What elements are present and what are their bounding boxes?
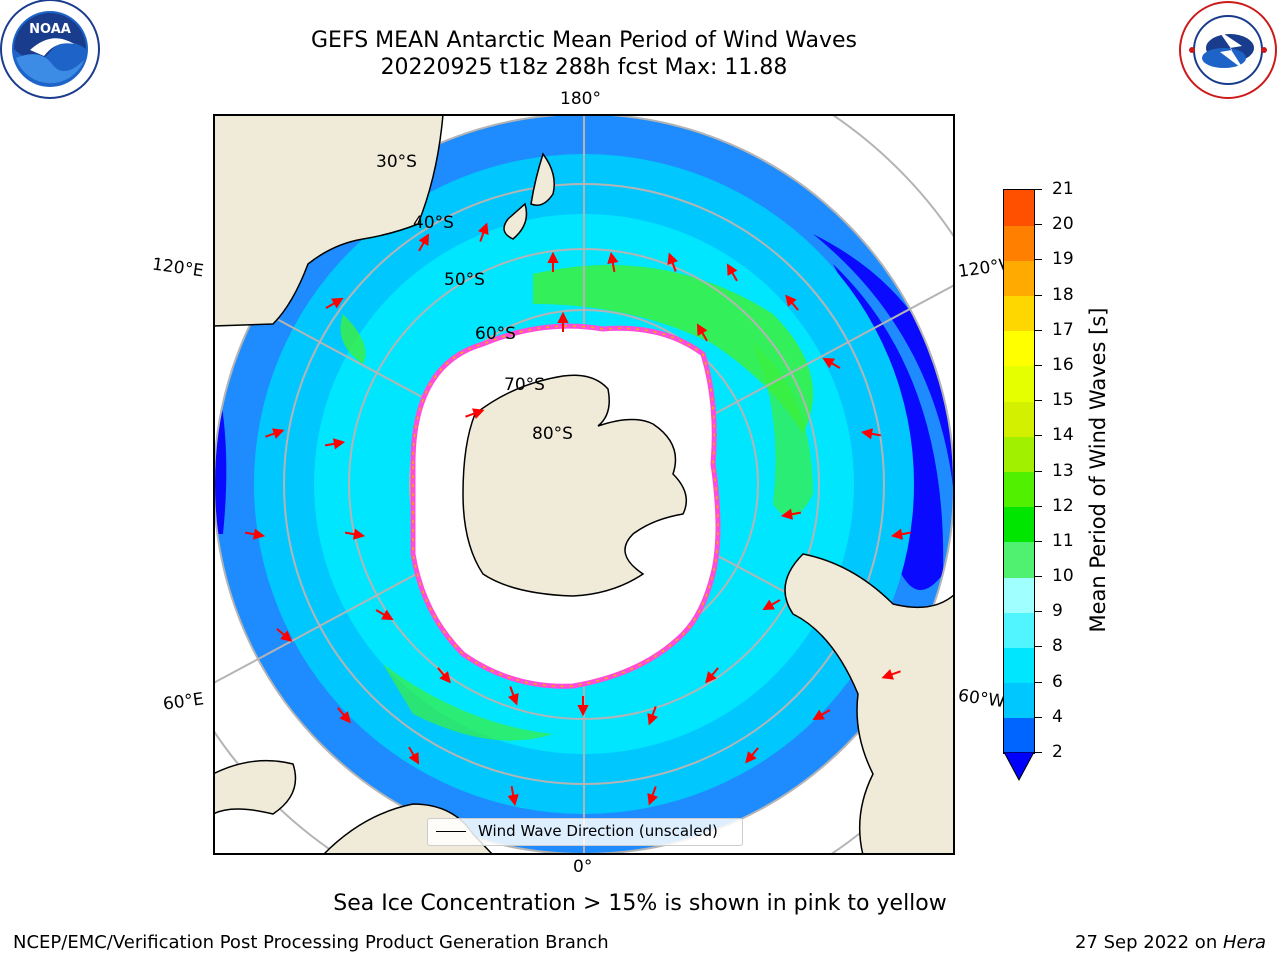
colorbar-tick-mark <box>1034 540 1042 542</box>
colorbar-tick-label: 12 <box>1052 495 1074 516</box>
colorbar-tick-label: 14 <box>1052 425 1074 446</box>
colorbar-tick-mark <box>1034 470 1042 472</box>
colorbar-tick-mark <box>1034 646 1042 648</box>
wind-direction-arrows <box>244 222 912 807</box>
antarctica-landmass <box>462 374 688 597</box>
lon-label-60e: 60°E <box>161 689 206 715</box>
south-america-landmass <box>784 553 955 855</box>
colorbar-tick-label: 21 <box>1052 179 1074 199</box>
colorbar-label: Mean Period of Wind Waves [s] <box>1086 307 1110 633</box>
colorbar-segment <box>1004 190 1034 226</box>
colorbar-segment <box>1004 541 1034 578</box>
colorbar-segment <box>1004 295 1034 332</box>
new-zealand-landmass <box>530 152 555 206</box>
colorbar-tick-label: 11 <box>1052 530 1074 551</box>
colorbar-extend-arrow <box>1003 752 1035 782</box>
lon-label-60w: 60°W <box>956 685 1007 713</box>
colorbar-tick-label: 20 <box>1052 214 1074 235</box>
colorbar-tick-mark <box>1034 329 1042 331</box>
noaa-logo-text: NOAA <box>29 22 71 37</box>
colorbar-segment <box>1004 577 1034 613</box>
polar-map <box>213 114 955 855</box>
colorbar-tick-mark <box>1034 505 1042 507</box>
map-frame <box>213 114 955 855</box>
lon-label-0: 0° <box>573 857 593 877</box>
legend-label: Wind Wave Direction (unscaled) <box>478 822 718 840</box>
colorbar-tick-mark <box>1034 400 1042 402</box>
colorbar-segment <box>1004 365 1034 402</box>
colorbar-tick-mark <box>1034 224 1042 226</box>
colorbar-segment <box>1004 717 1034 754</box>
legend-line-swatch <box>436 831 466 832</box>
colorbar-tick-label: 16 <box>1052 354 1074 375</box>
colorbar-tick-label: 2 <box>1052 742 1063 762</box>
footer-right: 27 Sep 2022 on Hera <box>1075 932 1266 953</box>
colorbar-tick-label: 6 <box>1052 671 1063 692</box>
colorbar-tick-label: 4 <box>1052 706 1063 727</box>
colorbar-tick-mark <box>1034 752 1042 753</box>
colorbar-tick-label: 17 <box>1052 319 1074 340</box>
lon-label-180: 180° <box>560 89 601 109</box>
colorbar-tick-mark <box>1034 259 1042 261</box>
colorbar-tick-label: 10 <box>1052 566 1074 587</box>
colorbar-segment <box>1004 647 1034 684</box>
colorbar-segment <box>1004 471 1034 508</box>
lat-label-80s: 80°S <box>532 424 573 444</box>
colorbar-tick-label: 18 <box>1052 284 1074 305</box>
colorbar-tick-label: 9 <box>1052 601 1063 622</box>
colorbar <box>1003 189 1035 754</box>
colorbar-tick-label: 15 <box>1052 390 1074 411</box>
lat-label-30s: 30°S <box>376 152 417 172</box>
lat-label-40s: 40°S <box>413 213 454 233</box>
lat-label-60s: 60°S <box>475 324 516 344</box>
madagascar-landmass <box>213 759 297 815</box>
colorbar-segment <box>1004 506 1034 543</box>
colorbar-tick-label: 19 <box>1052 249 1074 270</box>
colorbar-segment <box>1004 682 1034 719</box>
colorbar-segment <box>1004 260 1034 297</box>
lat-label-70s: 70°S <box>504 375 545 395</box>
lat-label-50s: 50°S <box>444 270 485 290</box>
lon-label-120e: 120°E <box>150 254 205 282</box>
footer-machine: Hera <box>1222 932 1266 953</box>
nws-logo <box>1179 1 1277 99</box>
colorbar-segment <box>1004 330 1034 367</box>
colorbar-tick-mark <box>1034 294 1042 296</box>
footer-left: NCEP/EMC/Verification Post Processing Pr… <box>13 932 609 953</box>
footer-date: 27 Sep 2022 on <box>1075 932 1223 953</box>
colorbar-tick-mark <box>1034 716 1042 718</box>
map-legend: Wind Wave Direction (unscaled) <box>427 818 743 846</box>
colorbar-segment <box>1004 225 1034 261</box>
noaa-logo: NOAA <box>0 0 100 99</box>
chart-subtitle: 20220925 t18z 288h fcst Max: 11.88 <box>380 55 788 80</box>
colorbar-tick-mark <box>1034 576 1042 578</box>
colorbar-tick-mark <box>1034 189 1042 190</box>
colorbar-tick-mark <box>1034 435 1042 437</box>
colorbar-tick-mark <box>1034 611 1042 613</box>
colorbar-tick-label: 8 <box>1052 636 1063 657</box>
colorbar-segment <box>1004 612 1034 648</box>
colorbar-segment <box>1004 436 1034 472</box>
colorbar-tick-mark <box>1034 364 1042 366</box>
colorbar-tick-mark <box>1034 681 1042 683</box>
colorbar-tick-label: 13 <box>1052 460 1074 481</box>
colorbar-segment <box>1004 401 1034 437</box>
australia-landmass <box>213 114 444 327</box>
sea-ice-note: Sea Ice Concentration > 15% is shown in … <box>333 891 947 916</box>
green-belt-north <box>533 265 813 434</box>
chart-title: GEFS MEAN Antarctic Mean Period of Wind … <box>311 28 857 53</box>
